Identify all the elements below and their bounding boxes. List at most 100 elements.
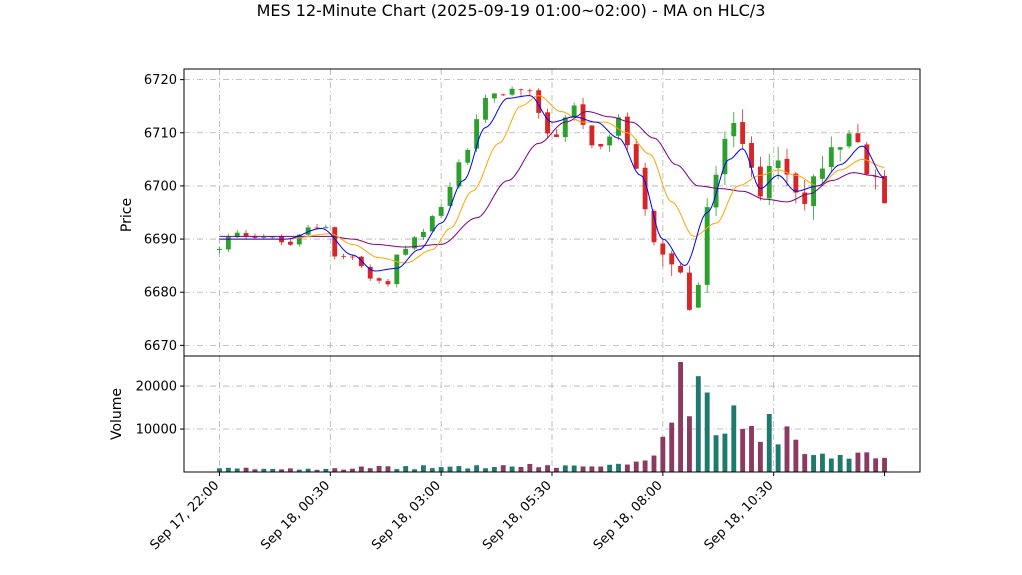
volume-bar xyxy=(279,469,284,472)
volume-bar xyxy=(616,463,621,472)
x-tick-label: Sep 18, 05:30 xyxy=(480,478,555,553)
volume-bar xyxy=(491,467,497,472)
candle-body xyxy=(545,112,551,134)
price-y-tick-label: 6710 xyxy=(144,126,177,141)
volume-bar xyxy=(704,392,710,472)
candle-body xyxy=(562,117,568,138)
volume-bar xyxy=(713,435,719,472)
volume-bar xyxy=(536,467,542,472)
candle-body xyxy=(252,236,258,238)
volume-bar xyxy=(287,468,293,472)
volume-bar xyxy=(651,455,657,472)
volume-bar xyxy=(864,452,870,472)
candle-body xyxy=(287,241,293,245)
price-candles xyxy=(217,86,887,311)
volume-bar xyxy=(527,463,533,472)
volume-bar xyxy=(828,458,834,472)
volume-bar xyxy=(438,467,444,472)
x-tick-label: Sep 18, 08:00 xyxy=(591,478,666,553)
volume-bar xyxy=(775,444,781,472)
candle-body xyxy=(385,281,391,285)
volume-bar xyxy=(660,436,666,472)
candle-body xyxy=(784,158,790,175)
candle-body xyxy=(811,176,817,207)
volume-bar xyxy=(624,464,630,472)
volume-bar xyxy=(323,468,329,472)
volume-bar xyxy=(669,422,675,472)
volume-bar xyxy=(580,466,586,472)
volume-bar xyxy=(483,468,488,472)
candle-body xyxy=(234,232,240,238)
volume-bar xyxy=(305,468,311,472)
volume-bar xyxy=(784,426,790,472)
volume-bar xyxy=(740,428,746,472)
candle-body xyxy=(828,147,834,167)
candle-body xyxy=(749,142,754,168)
volume-bar xyxy=(456,466,462,472)
volume-bar xyxy=(500,465,506,472)
volume-bar xyxy=(403,466,409,472)
price-y-tick-label: 6670 xyxy=(144,339,177,354)
candle-body xyxy=(882,175,887,204)
volume-bar xyxy=(385,466,391,472)
volume-y-tick-label: 20000 xyxy=(136,380,177,395)
candle-body xyxy=(341,255,347,257)
candle-body xyxy=(296,234,302,245)
candle-body xyxy=(527,90,533,92)
candle-body xyxy=(314,227,320,229)
candle-body xyxy=(376,278,382,281)
volume-bar xyxy=(598,466,604,472)
volume-bar xyxy=(722,433,728,472)
price-y-tick-label: 6680 xyxy=(144,286,177,301)
volume-bar xyxy=(802,454,808,472)
candle-body xyxy=(802,192,808,204)
candle-body xyxy=(270,236,276,238)
candle-body xyxy=(553,134,559,137)
volume-bar xyxy=(509,466,515,472)
candle-body xyxy=(660,243,666,255)
candle-body xyxy=(820,168,825,179)
candle-body xyxy=(358,256,364,267)
x-tick-label: Sep 17, 22:00 xyxy=(147,478,222,553)
volume-bar xyxy=(296,469,302,472)
volume-bar xyxy=(225,467,231,472)
volume-bar xyxy=(607,464,613,472)
ma-fast-line xyxy=(219,95,885,272)
volume-bar xyxy=(837,454,843,472)
candle-body xyxy=(624,116,630,146)
candle-body xyxy=(474,119,480,149)
candle-body xyxy=(429,216,435,232)
price-y-tick-label: 6700 xyxy=(144,179,177,194)
x-tick-label: Sep 18, 00:30 xyxy=(258,478,333,553)
candle-body xyxy=(305,227,311,235)
candle-body xyxy=(332,227,338,257)
volume-bars xyxy=(217,362,887,472)
candle-body xyxy=(775,160,781,169)
moving-averages xyxy=(219,95,885,272)
candle-body xyxy=(846,133,852,147)
x-tick-label: Sep 18, 10:30 xyxy=(702,478,777,553)
volume-bar xyxy=(695,376,701,472)
price-y-tick-label: 6690 xyxy=(144,233,177,248)
volume-bar xyxy=(766,414,772,472)
volume-bar xyxy=(332,468,338,472)
candle-body xyxy=(589,125,595,146)
candle-body xyxy=(713,174,719,208)
volume-bar xyxy=(358,466,364,472)
candle-body xyxy=(598,144,604,147)
volume-bar xyxy=(261,468,267,472)
volume-bar xyxy=(376,465,382,472)
volume-bar xyxy=(820,453,825,472)
volume-gridlines xyxy=(184,356,920,472)
candle-body xyxy=(403,248,409,255)
volume-bar xyxy=(545,465,551,472)
candle-body xyxy=(722,138,728,175)
candle-body xyxy=(500,94,506,96)
volume-bar xyxy=(412,469,417,472)
volume-bar xyxy=(350,468,355,472)
price-gridlines xyxy=(184,69,920,356)
candle-body xyxy=(261,237,267,238)
candle-body xyxy=(323,227,329,229)
volume-bar xyxy=(553,467,559,472)
volume-bar xyxy=(571,465,577,472)
